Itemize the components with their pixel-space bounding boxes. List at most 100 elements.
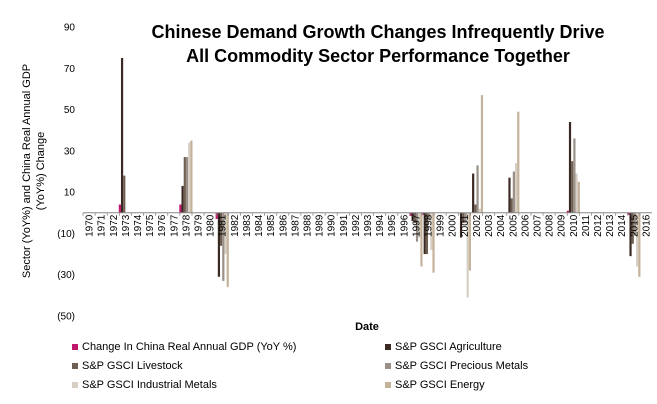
bar-mark	[185, 157, 189, 213]
x-tick-label: 2014	[617, 214, 628, 237]
legend-label: Change In China Real Annual GDP (YoY %)	[82, 341, 296, 353]
legend-label: S&P GSCI Precious Metals	[395, 360, 529, 372]
bar-mark	[472, 173, 475, 213]
bar-mark	[432, 212, 435, 273]
legend-swatch	[385, 344, 391, 350]
bar-mark	[425, 212, 429, 255]
bar-mark	[181, 185, 184, 213]
y-tick-label: (50)	[57, 312, 75, 323]
bar-mark	[411, 212, 414, 222]
x-tick-label: 2005	[508, 214, 519, 237]
y-axis-label-line-2: (YoY%) Change	[35, 132, 47, 210]
bar-mark	[638, 212, 641, 277]
bar-mark	[508, 177, 511, 213]
chart-title-line-1: Chinese Demand Growth Changes Infrequent…	[151, 22, 604, 42]
x-tick-label: 1972	[109, 214, 120, 237]
x-tick-label: 2009	[557, 214, 568, 237]
bar-mark	[183, 157, 186, 213]
x-tick-label: 2003	[484, 214, 495, 237]
bar-mark	[480, 95, 484, 213]
x-tick-label: 1978	[181, 214, 192, 237]
y-tick-label: 30	[64, 146, 76, 157]
bar-mark	[188, 142, 191, 213]
bar-mark	[512, 171, 515, 213]
x-tick-label: 1994	[375, 214, 386, 237]
bar-mark	[179, 204, 182, 213]
x-tick-label: 1970	[85, 214, 96, 237]
chart-title-line-2: All Commodity Sector Performance Togethe…	[186, 46, 570, 66]
x-tick-label: 2006	[520, 214, 531, 237]
bar-mark	[629, 212, 632, 257]
x-tick-label: 2011	[581, 215, 592, 237]
bar-mark	[420, 212, 423, 267]
x-tick-label: 1999	[436, 214, 447, 237]
x-tick-label: 1988	[302, 214, 313, 237]
bar-mark	[415, 212, 419, 242]
y-ticks: 90 70 50 30 10 (10) (30) (50)	[57, 23, 75, 323]
x-tick-label: 2016	[641, 214, 652, 237]
x-tick-label: 1975	[145, 214, 156, 237]
bar-mark	[464, 212, 467, 224]
x-tick-label: 2004	[496, 214, 507, 237]
y-tick-label: 10	[64, 188, 76, 199]
bar-mark	[222, 212, 225, 281]
bar-mark	[474, 204, 477, 213]
x-tick-label: 1976	[157, 214, 168, 237]
bar-mark	[423, 212, 426, 255]
bar-mark	[577, 181, 580, 213]
bar-mark	[462, 212, 465, 224]
y-tick-label: 50	[64, 105, 76, 116]
bar-mark	[575, 173, 578, 213]
legend-label: S&P GSCI Livestock	[82, 360, 183, 372]
legend-label: S&P GSCI Industrial Metals	[82, 379, 217, 391]
x-tick-label: 1990	[327, 214, 338, 237]
x-tick-label: 1997	[411, 214, 422, 237]
bar-mark	[120, 57, 124, 213]
x-ticks: 1970 1971 1972 1973 1974 1975 1976 1977 1978 1979…	[82, 212, 652, 237]
legend-swatch	[385, 363, 391, 369]
x-tick-label: 1982	[230, 214, 241, 237]
x-tick-label: 2002	[472, 214, 483, 237]
bar-mark	[571, 161, 574, 213]
bar-mark	[566, 210, 569, 213]
x-tick-label: 1992	[351, 214, 362, 237]
bar-mark	[430, 212, 433, 250]
x-tick-label: 2001	[460, 214, 471, 237]
x-tick-label: 1980	[206, 214, 217, 237]
bar-mark	[517, 111, 520, 213]
y-tick-label: (30)	[57, 270, 75, 281]
bar-mark	[217, 212, 221, 277]
x-tick-label: 1996	[399, 214, 410, 237]
x-tick-label: 1986	[278, 214, 289, 237]
legend-label: S&P GSCI Agriculture	[395, 341, 502, 353]
bar-mark	[418, 212, 421, 238]
x-tick-label: 1989	[315, 214, 326, 237]
bar-mark	[459, 212, 463, 238]
bar-mark	[573, 138, 576, 213]
bar-mark	[476, 165, 479, 213]
x-tick-label: 1981	[218, 214, 229, 237]
x-tick-label: 1977	[169, 214, 180, 237]
x-tick-label: 1995	[387, 214, 398, 237]
legend-swatch	[72, 382, 78, 388]
bar-mark	[514, 163, 518, 213]
x-tick-label: 1998	[424, 214, 435, 237]
legend: Change In China Real Annual GDP (YoY %) S…	[72, 341, 529, 391]
y-tick-label: (10)	[57, 229, 75, 240]
y-axis-label-line-1: Sector (YoY%) and China Real Annual GDP	[21, 64, 33, 278]
legend-label: S&P GSCI Energy	[395, 379, 485, 391]
bar-mark	[636, 212, 639, 267]
x-tick-label: 1973	[121, 214, 132, 237]
x-axis-label: Date	[355, 321, 379, 333]
bar-mark	[215, 212, 218, 219]
bar-mark	[413, 212, 416, 224]
x-tick-label: 1991	[339, 214, 350, 237]
x-tick-label: 1971	[97, 214, 108, 237]
x-tick-label: 1979	[194, 214, 205, 237]
bar-mark	[226, 212, 229, 288]
x-tick-label: 1984	[254, 214, 265, 237]
bar-mark	[633, 212, 637, 236]
x-tick-label: 2010	[569, 214, 580, 237]
bar-mark	[478, 208, 481, 213]
